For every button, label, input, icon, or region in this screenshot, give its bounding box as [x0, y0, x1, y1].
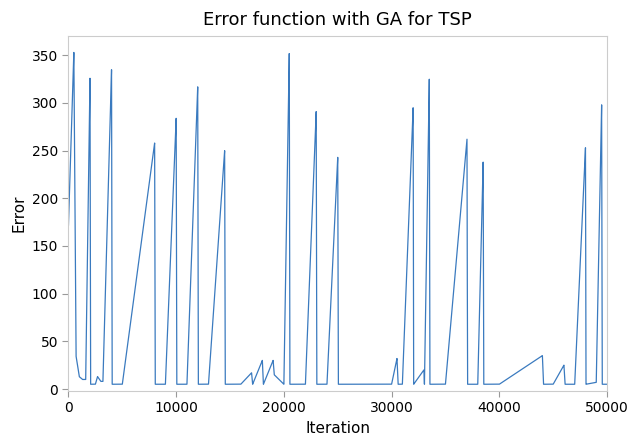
- Title: Error function with GA for TSP: Error function with GA for TSP: [204, 11, 472, 29]
- X-axis label: Iteration: Iteration: [305, 421, 370, 436]
- Y-axis label: Error: Error: [11, 195, 26, 232]
